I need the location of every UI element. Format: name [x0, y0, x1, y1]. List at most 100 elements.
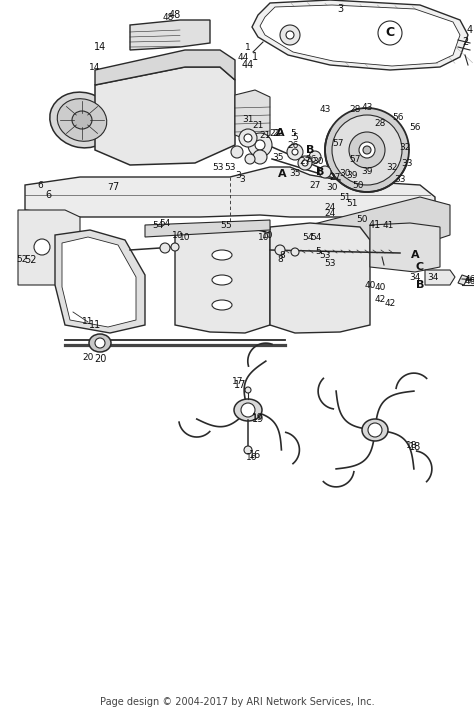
- Text: 3: 3: [235, 170, 241, 179]
- Text: 18: 18: [406, 440, 418, 450]
- Circle shape: [349, 132, 385, 168]
- Text: 5: 5: [292, 132, 298, 142]
- Circle shape: [275, 245, 285, 255]
- Text: B: B: [416, 280, 424, 290]
- Text: 56: 56: [409, 124, 421, 132]
- Circle shape: [171, 243, 179, 251]
- Text: 40: 40: [374, 284, 386, 292]
- Circle shape: [245, 154, 255, 164]
- Ellipse shape: [89, 334, 111, 352]
- Circle shape: [95, 338, 105, 348]
- Text: 19: 19: [252, 414, 264, 424]
- Circle shape: [34, 239, 50, 255]
- Text: B: B: [306, 145, 314, 155]
- Polygon shape: [252, 0, 468, 70]
- Circle shape: [332, 115, 402, 185]
- Text: 20: 20: [82, 352, 94, 362]
- Circle shape: [239, 129, 257, 147]
- Ellipse shape: [212, 275, 232, 285]
- Text: 48: 48: [162, 12, 173, 21]
- Circle shape: [231, 146, 243, 158]
- Text: 1: 1: [245, 42, 251, 51]
- Circle shape: [287, 144, 303, 160]
- Text: 54: 54: [310, 232, 322, 242]
- Text: 44: 44: [242, 60, 254, 70]
- Circle shape: [363, 146, 371, 154]
- Polygon shape: [425, 270, 455, 285]
- Circle shape: [302, 160, 308, 166]
- Polygon shape: [18, 210, 80, 285]
- Text: 19: 19: [252, 413, 264, 422]
- Circle shape: [241, 403, 255, 417]
- Text: A: A: [276, 128, 284, 138]
- Text: 51: 51: [339, 194, 351, 202]
- Text: A: A: [410, 250, 419, 260]
- Text: 16: 16: [246, 453, 258, 461]
- Circle shape: [291, 248, 299, 256]
- Text: 53: 53: [212, 162, 224, 172]
- Text: 2: 2: [462, 37, 468, 47]
- Text: 1: 1: [252, 52, 258, 62]
- Text: 22: 22: [273, 129, 283, 139]
- Polygon shape: [95, 67, 235, 165]
- Polygon shape: [458, 275, 468, 285]
- Circle shape: [160, 243, 170, 253]
- Circle shape: [244, 446, 252, 454]
- Text: 46: 46: [465, 275, 474, 285]
- Polygon shape: [235, 90, 270, 143]
- Text: 46: 46: [465, 277, 474, 287]
- Text: A: A: [278, 169, 286, 179]
- Text: 4: 4: [467, 25, 473, 35]
- Ellipse shape: [212, 250, 232, 260]
- Text: 43: 43: [361, 102, 373, 112]
- Text: 5: 5: [290, 129, 296, 139]
- Text: 50: 50: [356, 215, 368, 225]
- Ellipse shape: [72, 111, 92, 129]
- Text: 24: 24: [324, 209, 336, 217]
- Ellipse shape: [50, 92, 114, 148]
- Text: 27: 27: [329, 172, 341, 182]
- Text: 41: 41: [369, 220, 381, 230]
- Text: 6: 6: [45, 190, 51, 200]
- Text: 32: 32: [399, 144, 410, 152]
- Circle shape: [244, 134, 252, 142]
- Circle shape: [359, 142, 375, 158]
- Polygon shape: [370, 223, 440, 272]
- Text: 17: 17: [232, 378, 244, 387]
- Text: 5: 5: [315, 247, 321, 257]
- Ellipse shape: [57, 99, 107, 142]
- Circle shape: [292, 149, 298, 155]
- Text: 28: 28: [349, 106, 361, 114]
- Text: 7: 7: [112, 182, 118, 192]
- Text: 35: 35: [289, 169, 301, 177]
- Text: 27: 27: [299, 157, 310, 167]
- Polygon shape: [175, 225, 270, 333]
- Text: Page design © 2004-2017 by ARI Network Services, Inc.: Page design © 2004-2017 by ARI Network S…: [100, 697, 374, 707]
- Text: 22: 22: [269, 129, 281, 139]
- Text: 54: 54: [159, 219, 171, 227]
- Circle shape: [245, 387, 251, 393]
- Circle shape: [368, 423, 382, 437]
- Circle shape: [248, 133, 272, 157]
- Text: 54: 54: [302, 232, 314, 242]
- Text: 21: 21: [252, 121, 264, 129]
- Text: B: B: [316, 167, 324, 177]
- Circle shape: [319, 166, 331, 178]
- Text: 14: 14: [89, 62, 100, 72]
- Polygon shape: [25, 167, 435, 217]
- Text: 20: 20: [94, 354, 106, 364]
- Polygon shape: [260, 5, 460, 66]
- Text: 10: 10: [179, 234, 191, 242]
- Text: 18: 18: [409, 442, 421, 452]
- Text: 11: 11: [89, 320, 101, 330]
- Polygon shape: [130, 20, 210, 50]
- Circle shape: [253, 150, 267, 164]
- Text: 34: 34: [428, 272, 439, 282]
- Text: 27: 27: [310, 180, 321, 189]
- Text: 8: 8: [279, 250, 285, 260]
- Text: 42: 42: [384, 298, 396, 307]
- Text: 33: 33: [394, 174, 406, 184]
- Text: 44: 44: [237, 52, 249, 61]
- Text: C: C: [385, 26, 394, 39]
- Ellipse shape: [234, 399, 262, 421]
